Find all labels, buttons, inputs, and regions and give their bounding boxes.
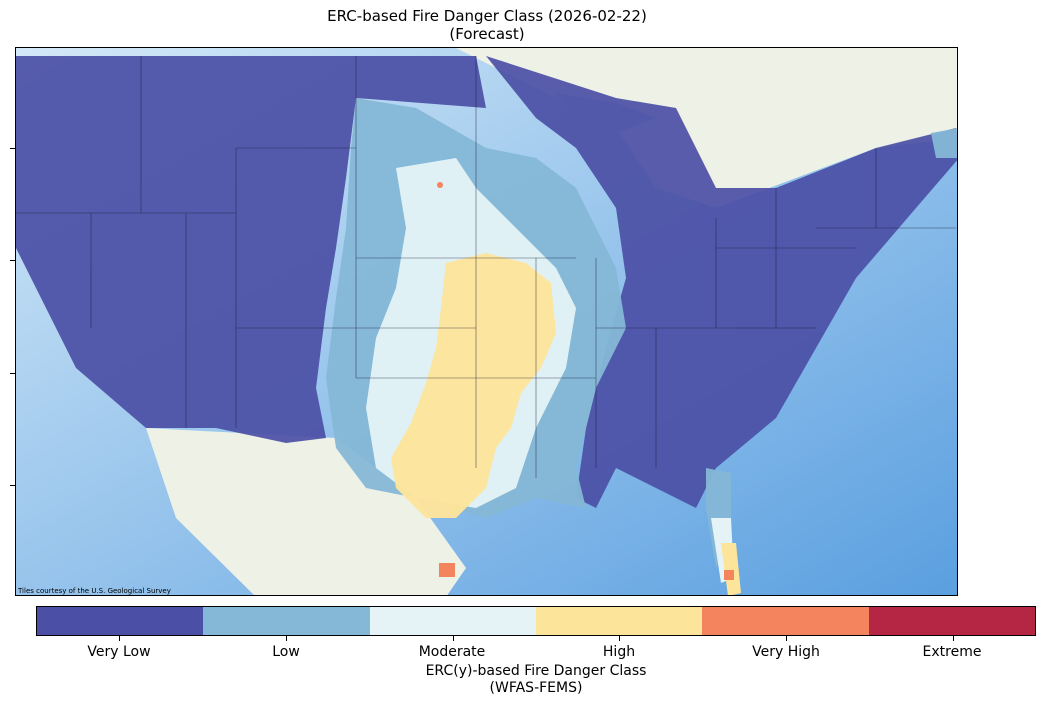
state-boundaries	[16, 56, 956, 478]
colorbar-tick	[286, 636, 287, 641]
map-attribution: Tiles courtesy of the U.S. Geological Su…	[18, 587, 171, 595]
region-low-maine	[931, 128, 957, 158]
colorbar-tick	[786, 636, 787, 641]
y-axis-tick	[10, 373, 15, 374]
colorbar-tick	[119, 636, 120, 641]
y-axis-tick	[10, 260, 15, 261]
region-very-low-west	[16, 56, 486, 443]
colorbar-title: ERC(y)-based Fire Danger Class (WFAS-FEM…	[36, 663, 1036, 697]
colorbar-segment-high	[535, 607, 703, 635]
colorbar-label: Very High	[752, 644, 820, 660]
spot-very-high	[437, 182, 443, 188]
region-high	[391, 253, 556, 518]
colorbar-tick	[453, 636, 454, 641]
canada-land	[16, 48, 957, 208]
colorbar-segment-extreme	[868, 607, 1035, 635]
colorbar-segment-low	[203, 607, 370, 635]
map-title: ERC-based Fire Danger Class (2026-02-22)…	[0, 7, 974, 43]
map-canvas[interactable]	[16, 48, 958, 596]
mexico-land	[146, 428, 466, 595]
region-high-florida	[721, 543, 741, 595]
colorbar-label: High	[602, 644, 636, 660]
colorbar-label: Extreme	[922, 644, 982, 660]
colorbar	[36, 606, 1036, 636]
colorbar-label: Very Low	[87, 644, 151, 660]
colorbar-tick	[953, 636, 954, 641]
region-very-low-east	[486, 56, 957, 508]
colorbar-segment-moderate	[369, 607, 536, 635]
colorbar-title-line1: ERC(y)-based Fire Danger Class	[425, 663, 647, 679]
colorbar-segment-very-high	[702, 607, 869, 635]
colorbar-tick	[619, 636, 620, 641]
y-axis-tick	[10, 148, 15, 149]
map-panel[interactable]	[15, 47, 958, 596]
colorbar-title-line2: (WFAS-FEMS)	[489, 680, 583, 696]
y-axis-tick	[10, 485, 15, 486]
colorbar-label: Moderate	[418, 644, 486, 660]
colorbar-label: Low	[272, 644, 300, 660]
colorbar-segment-very-low	[37, 607, 204, 635]
region-very-high-texas	[439, 563, 455, 577]
map-title-line2: (Forecast)	[449, 25, 525, 43]
map-title-line1: ERC-based Fire Danger Class (2026-02-22)	[327, 7, 647, 25]
region-very-high-florida	[724, 570, 734, 580]
